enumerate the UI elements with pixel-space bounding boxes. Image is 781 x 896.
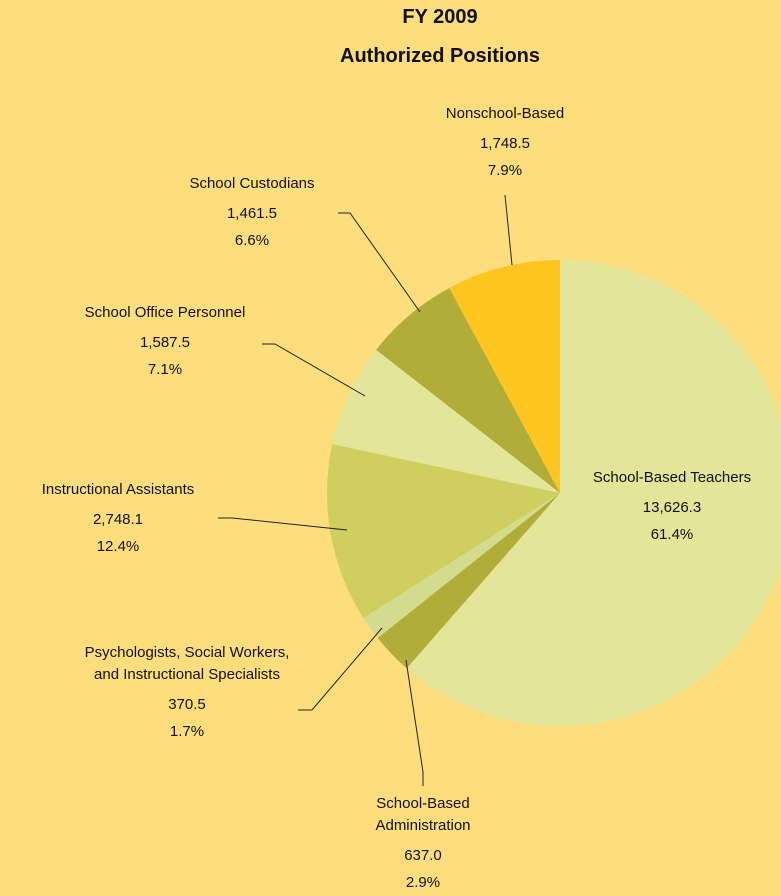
leader-line [504, 194, 513, 266]
slice-label: School Custodians 1,461.5 6.6% [152, 173, 352, 254]
slice-label: School-Based Teachers 13,626.3 61.4% [562, 467, 781, 548]
category-label: School-Based Administration [375, 795, 471, 834]
pie-slice [377, 493, 560, 669]
percent-label: 1.7% [169, 723, 205, 740]
category-label: School Custodians [189, 175, 315, 192]
slice-label: Instructional Assistants 2,748.1 12.4% [8, 479, 228, 560]
value-label: 2,748.1 [92, 511, 144, 528]
pie-slice [376, 288, 560, 493]
slice-label: Psychologists, Social Workers, and Instr… [82, 642, 292, 745]
category-label: Nonschool-Based [445, 105, 565, 122]
chart-subtitle: Authorized Positions [340, 45, 540, 67]
leader-line [405, 659, 424, 786]
percent-label: 6.6% [234, 232, 270, 249]
slice-label: School-Based Administration 637.0 2.9% [348, 793, 498, 896]
percent-label: 7.1% [147, 361, 183, 378]
category-label: School Office Personnel [84, 304, 246, 321]
percent-label: 7.9% [487, 162, 523, 179]
leader-line [298, 627, 383, 711]
value-label: 1,748.5 [479, 135, 531, 152]
leader-lines [218, 194, 513, 786]
pie-slice [363, 493, 560, 639]
value-label: 637.0 [404, 847, 442, 864]
pie-slice [326, 444, 560, 619]
chart-title: FY 2009 [402, 6, 478, 28]
leader-line [218, 517, 348, 531]
slice-label: School Office Personnel 1,587.5 7.1% [55, 302, 275, 383]
value-label: 1,587.5 [139, 334, 191, 351]
slice-label: Nonschool-Based 1,748.5 7.9% [405, 103, 605, 184]
value-label: 1,461.5 [226, 205, 278, 222]
category-label: Psychologists, Social Workers, and Instr… [84, 644, 290, 683]
pie-slice [406, 260, 781, 726]
percent-label: 61.4% [650, 526, 694, 543]
value-label: 13,626.3 [642, 499, 702, 516]
category-label: School-Based Teachers [592, 469, 752, 486]
leader-line [262, 343, 366, 397]
category-label: Instructional Assistants [41, 481, 195, 498]
leader-line [338, 212, 421, 313]
pie-slice [332, 349, 560, 493]
percent-label: 2.9% [405, 874, 441, 891]
value-label: 370.5 [168, 696, 206, 713]
percent-label: 12.4% [96, 538, 140, 555]
pie-slice [449, 260, 560, 493]
